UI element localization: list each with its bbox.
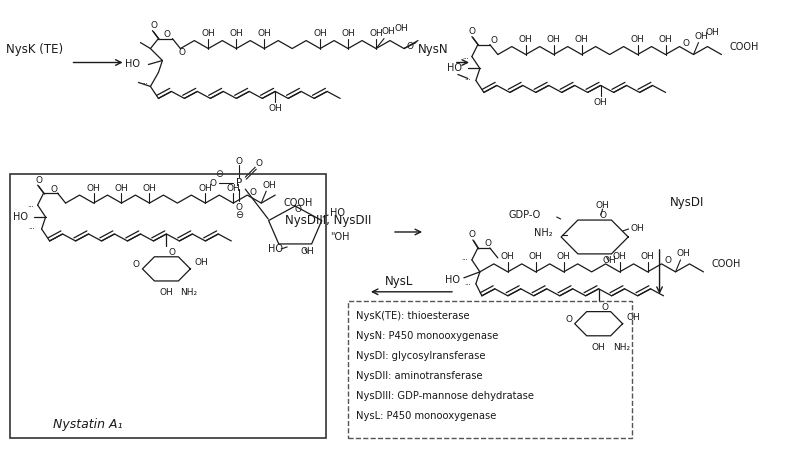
Text: NysK(TE): thioesterase: NysK(TE): thioesterase — [356, 311, 470, 321]
Text: OH: OH — [369, 29, 383, 38]
Text: O: O — [151, 21, 158, 30]
Text: OH: OH — [529, 252, 542, 261]
Text: OH: OH — [230, 29, 243, 38]
Text: OH: OH — [575, 35, 589, 44]
Text: O: O — [250, 188, 257, 197]
Text: "OH: "OH — [330, 232, 350, 242]
Text: OH: OH — [159, 288, 174, 298]
Text: OH: OH — [592, 343, 606, 352]
Text: OH: OH — [381, 27, 395, 36]
Text: OH: OH — [86, 184, 101, 192]
Text: NysDI: NysDI — [670, 196, 704, 208]
Text: OH: OH — [626, 313, 640, 322]
Text: NysK (TE): NysK (TE) — [6, 43, 63, 56]
Text: ...: ... — [465, 280, 471, 286]
Text: O: O — [236, 202, 242, 212]
Text: COOH: COOH — [711, 259, 741, 269]
Text: O: O — [50, 185, 57, 194]
Text: OH: OH — [394, 24, 408, 33]
Text: NH₂: NH₂ — [180, 288, 198, 298]
Text: OH: OH — [630, 35, 645, 44]
Text: OH: OH — [198, 184, 212, 192]
Text: O: O — [210, 179, 217, 188]
Text: HO: HO — [268, 244, 283, 254]
Text: OH: OH — [501, 252, 514, 261]
Text: NysDIII, NysDII: NysDIII, NysDII — [285, 213, 371, 227]
Text: O: O — [236, 157, 242, 166]
Text: OH: OH — [194, 258, 208, 267]
Text: O: O — [664, 256, 671, 266]
Text: OH: OH — [547, 35, 561, 44]
Text: O: O — [406, 42, 414, 51]
Text: OH: OH — [258, 29, 271, 38]
Text: ...: ... — [28, 224, 35, 230]
Text: ...: ... — [141, 80, 148, 85]
Text: O: O — [601, 303, 608, 312]
Text: NysN: NysN — [418, 43, 449, 56]
Text: OH: OH — [594, 98, 607, 107]
Text: NysDIII: GDP-mannose dehydratase: NysDIII: GDP-mannose dehydratase — [356, 391, 534, 401]
Text: OH: OH — [658, 35, 673, 44]
Text: OH: OH — [202, 29, 215, 38]
Text: ⊖: ⊖ — [235, 210, 243, 220]
Text: HO: HO — [445, 275, 460, 285]
Text: GDP-O: GDP-O — [509, 210, 541, 220]
Text: HO: HO — [13, 212, 28, 222]
Text: OH: OH — [557, 252, 570, 261]
Bar — [348, 302, 631, 438]
Text: OH: OH — [641, 252, 654, 261]
Text: ...: ... — [465, 75, 471, 81]
Text: NH₂: NH₂ — [613, 343, 630, 352]
Text: OH: OH — [226, 184, 240, 192]
Text: ...: ... — [462, 255, 468, 261]
Bar — [10, 174, 326, 438]
Text: ...: ... — [27, 202, 34, 208]
Text: O: O — [484, 239, 491, 249]
Text: OH: OH — [519, 35, 533, 44]
Text: OH: OH — [268, 104, 282, 113]
Text: OH: OH — [630, 224, 644, 234]
Text: OH: OH — [314, 29, 327, 38]
Text: NysDII: aminotransferase: NysDII: aminotransferase — [356, 371, 482, 381]
Text: OH: OH — [602, 256, 617, 266]
Text: O: O — [599, 211, 606, 219]
Text: O: O — [468, 230, 475, 239]
Text: O: O — [468, 27, 475, 36]
Text: OH: OH — [142, 184, 156, 192]
Text: P: P — [236, 178, 242, 188]
Text: O: O — [490, 36, 498, 45]
Text: OH: OH — [262, 181, 276, 190]
Text: Nystatin A₁: Nystatin A₁ — [53, 418, 122, 431]
Text: OH: OH — [342, 29, 355, 38]
Text: OH: OH — [694, 32, 708, 41]
Text: NysL: NysL — [385, 275, 414, 288]
Text: NH₂: NH₂ — [534, 228, 553, 238]
Text: OH: OH — [706, 28, 719, 37]
Text: COOH: COOH — [730, 42, 759, 52]
Text: OH: OH — [300, 247, 314, 256]
Text: COOH: COOH — [283, 198, 313, 208]
Text: HO: HO — [126, 59, 141, 69]
Text: NysDI: glycosylransferase: NysDI: glycosylransferase — [356, 351, 486, 361]
Text: HO: HO — [330, 208, 345, 218]
Text: O: O — [179, 48, 186, 57]
Text: ...: ... — [462, 53, 470, 59]
Text: O: O — [294, 205, 302, 213]
Text: O: O — [35, 175, 42, 185]
Text: OH: OH — [596, 201, 610, 210]
Text: O: O — [133, 260, 140, 269]
Text: OH: OH — [677, 250, 690, 258]
Text: NysN: P450 monooxygenase: NysN: P450 monooxygenase — [356, 331, 498, 341]
Text: HO: HO — [447, 64, 462, 74]
Text: O: O — [566, 315, 572, 324]
Text: O: O — [169, 249, 176, 257]
Text: ⊖: ⊖ — [215, 169, 223, 179]
Text: O: O — [682, 39, 689, 48]
Text: O: O — [164, 30, 171, 39]
Text: O: O — [256, 159, 262, 168]
Text: OH: OH — [114, 184, 128, 192]
Text: NysL: P450 monooxygenase: NysL: P450 monooxygenase — [356, 411, 497, 421]
Text: OH: OH — [613, 252, 626, 261]
